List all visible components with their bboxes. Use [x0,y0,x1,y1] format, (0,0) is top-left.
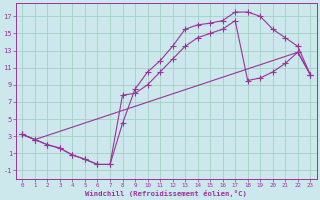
X-axis label: Windchill (Refroidissement éolien,°C): Windchill (Refroidissement éolien,°C) [85,190,247,197]
